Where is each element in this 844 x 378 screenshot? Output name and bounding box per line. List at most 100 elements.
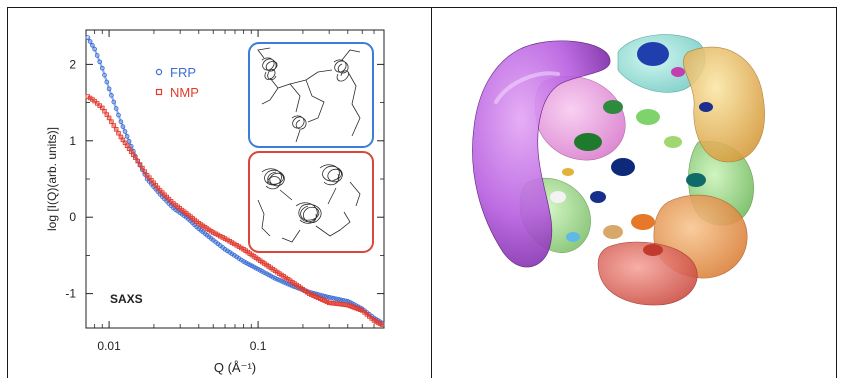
tick-labels: 0.01 0.1 2 1 0 -1	[65, 57, 266, 353]
data-point	[331, 296, 337, 301]
y-tick-label: -1	[65, 287, 76, 301]
domain-blob-sky	[566, 232, 580, 242]
data-point	[220, 235, 225, 240]
domain-blob-tan	[603, 225, 623, 239]
data-point	[137, 162, 143, 167]
data-point	[113, 106, 119, 111]
data-series	[85, 35, 385, 327]
domain-blob-orange-center	[631, 214, 655, 230]
x-axis-label: Q (Å⁻¹)	[214, 360, 256, 375]
data-point	[92, 98, 97, 104]
domain-blob-dark-green-1	[574, 133, 602, 151]
frp-chain-drawing	[257, 47, 361, 143]
data-point	[97, 103, 102, 108]
data-point	[111, 99, 117, 105]
domain-blob-navy-center	[611, 158, 635, 176]
nmp-chain-drawing	[257, 164, 361, 243]
data-point	[333, 301, 339, 306]
legend: FRP NMP	[155, 65, 199, 100]
data-point	[234, 243, 239, 248]
table-cell-divider	[431, 7, 432, 378]
data-point	[213, 231, 218, 236]
data-point	[340, 302, 346, 307]
data-point	[333, 296, 339, 302]
data-point	[106, 86, 112, 92]
series-nmp	[85, 94, 385, 327]
legend-label-nmp: NMP	[170, 85, 199, 100]
data-point	[116, 112, 121, 118]
x-tick-label: 0.01	[97, 339, 121, 353]
table-border-right	[836, 7, 837, 378]
volume-lobe-red	[597, 241, 698, 306]
volume-lobe-purple	[472, 40, 611, 268]
data-point	[109, 93, 114, 98]
data-point	[90, 42, 95, 48]
data-point	[336, 296, 341, 302]
data-point	[116, 130, 121, 136]
data-point	[315, 295, 321, 300]
data-point	[210, 230, 216, 235]
data-point	[135, 158, 140, 164]
domain-blob-lime	[664, 136, 682, 148]
domain-blob-magenta	[671, 67, 685, 77]
data-point	[239, 245, 244, 251]
data-point	[336, 301, 341, 307]
data-point	[326, 295, 332, 300]
data-point	[102, 72, 107, 78]
legend-label-frp: FRP	[170, 65, 196, 80]
data-point	[343, 302, 348, 308]
data-point	[92, 46, 97, 52]
data-point	[218, 233, 223, 239]
data-point	[97, 59, 103, 65]
data-point	[87, 39, 93, 44]
internal-domains	[550, 42, 713, 256]
domain-blob-teal	[686, 173, 706, 187]
data-point	[274, 276, 280, 282]
data-point	[227, 239, 232, 244]
protein-volume-render	[472, 34, 765, 306]
data-point	[122, 129, 128, 134]
table-border-top	[7, 7, 837, 8]
domain-blob-navy-top	[637, 42, 669, 66]
domain-blob-navy-left	[590, 191, 606, 203]
data-point	[340, 297, 346, 303]
domain-blob-dark-green-2	[603, 100, 623, 114]
data-point	[277, 277, 282, 283]
data-point	[120, 124, 126, 129]
data-point	[379, 322, 385, 327]
volume-purple-highlight	[494, 71, 560, 104]
x-tick-label: 0.1	[250, 339, 267, 353]
saxs-chart: 0.01 0.1 2 1 0 -1 FRP NMP SAXS Q (Å⁻¹) log [I…	[45, 29, 385, 375]
inset-nmp-polymer	[248, 151, 374, 253]
data-point	[140, 165, 145, 171]
inset-frp-polymer	[248, 42, 374, 148]
data-point	[326, 300, 332, 306]
data-point	[104, 79, 110, 85]
domain-blob-gold	[562, 168, 574, 176]
data-point	[102, 108, 107, 114]
data-point	[106, 115, 112, 121]
data-point	[331, 301, 337, 306]
domain-blob-white	[550, 191, 566, 203]
data-point	[222, 236, 228, 241]
data-point	[229, 240, 235, 245]
data-point	[329, 300, 334, 306]
data-point	[309, 292, 314, 297]
data-point	[329, 295, 334, 301]
data-point	[99, 65, 105, 71]
data-point	[109, 119, 114, 124]
tick-marks	[85, 30, 384, 328]
data-point	[133, 155, 138, 160]
data-point	[118, 119, 124, 125]
table-border-left	[7, 7, 8, 378]
volume-lobe-yellow	[683, 46, 765, 163]
data-point	[215, 232, 221, 238]
data-point	[113, 127, 119, 132]
domain-blob-red-center	[643, 244, 663, 256]
data-point	[338, 301, 344, 307]
data-point	[94, 53, 100, 58]
y-tick-label: 1	[69, 134, 76, 148]
legend-marker-frp	[155, 68, 163, 76]
data-point	[111, 123, 117, 128]
domain-blob-navy-right	[699, 102, 713, 112]
